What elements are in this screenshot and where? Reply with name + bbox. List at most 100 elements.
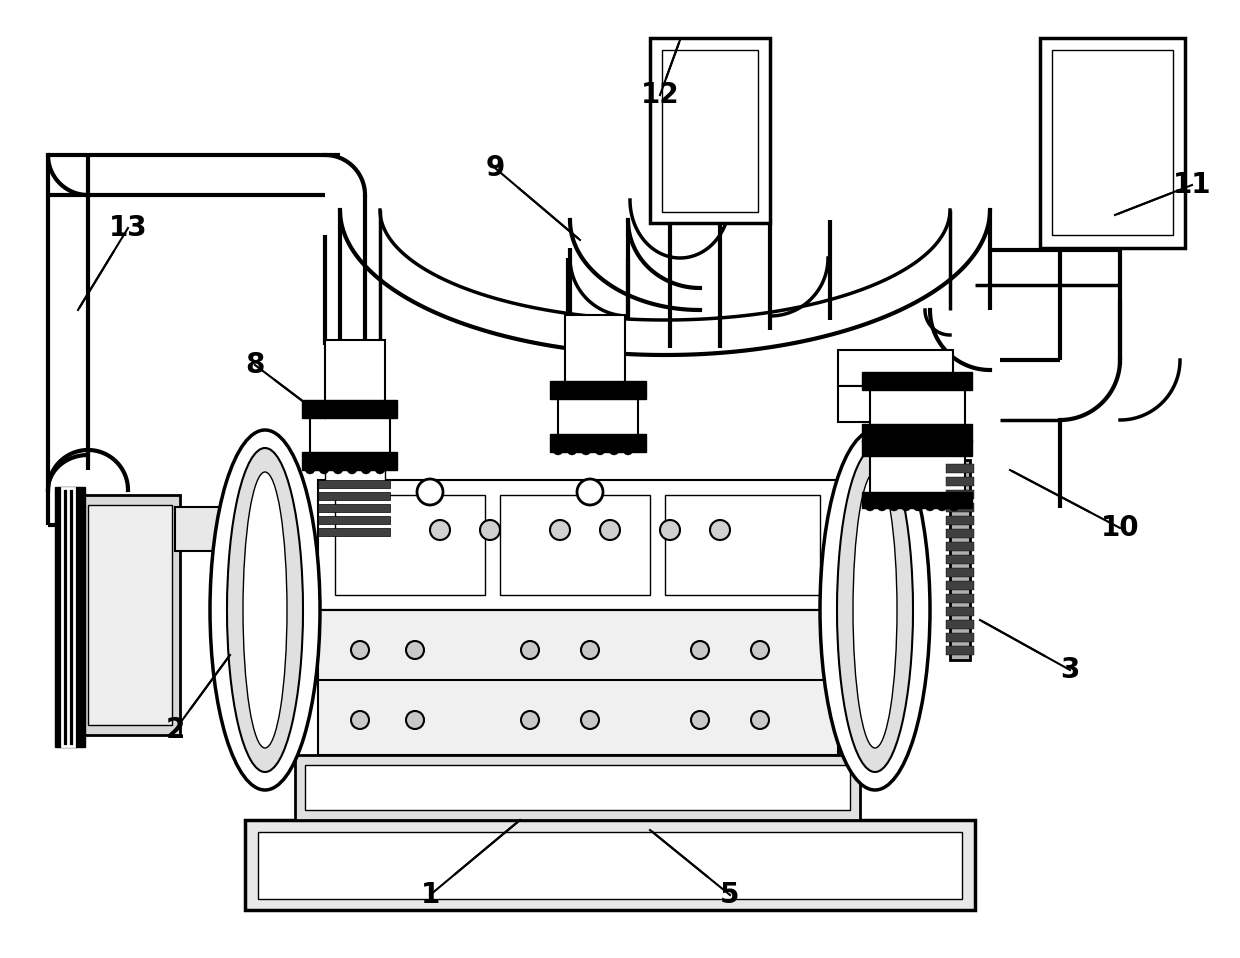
Bar [946, 581, 973, 590]
Text: 11: 11 [1173, 171, 1211, 199]
Bar [558, 390, 639, 436]
Bar [317, 528, 391, 536]
Circle shape [913, 376, 923, 386]
Bar [838, 386, 954, 422]
Circle shape [866, 501, 875, 511]
Bar [317, 480, 391, 488]
Bar [310, 408, 391, 454]
Circle shape [949, 443, 959, 453]
Circle shape [62, 714, 74, 726]
Circle shape [62, 692, 74, 704]
Bar [870, 380, 965, 426]
Bar [305, 765, 849, 810]
Circle shape [711, 520, 730, 540]
Circle shape [889, 443, 899, 453]
Bar [862, 424, 972, 442]
Circle shape [319, 464, 329, 474]
Circle shape [62, 604, 74, 616]
Circle shape [62, 582, 74, 594]
Circle shape [577, 479, 603, 505]
Circle shape [889, 376, 899, 386]
Circle shape [62, 670, 74, 682]
Circle shape [582, 641, 599, 659]
Circle shape [877, 443, 887, 453]
Circle shape [305, 464, 315, 474]
Ellipse shape [210, 430, 320, 790]
Circle shape [347, 464, 357, 474]
Circle shape [660, 520, 680, 540]
Bar [317, 480, 838, 610]
Bar [62, 488, 74, 746]
Circle shape [866, 443, 875, 453]
Circle shape [751, 641, 769, 659]
Bar [650, 38, 770, 223]
Circle shape [62, 648, 74, 660]
Circle shape [374, 464, 384, 474]
Circle shape [877, 376, 887, 386]
Circle shape [595, 445, 605, 455]
Bar [317, 504, 391, 512]
Ellipse shape [227, 448, 303, 772]
Bar [551, 434, 646, 452]
Bar [946, 607, 973, 616]
Circle shape [937, 436, 947, 446]
Bar [950, 460, 970, 660]
Circle shape [361, 404, 371, 414]
Bar [838, 350, 954, 386]
Bar [862, 372, 972, 390]
Circle shape [334, 464, 343, 474]
Circle shape [553, 385, 563, 395]
Text: 2: 2 [165, 716, 185, 744]
Bar [317, 516, 391, 524]
Circle shape [521, 711, 539, 729]
Bar [258, 832, 962, 899]
Bar [946, 594, 973, 603]
Circle shape [877, 436, 887, 446]
Circle shape [430, 520, 450, 540]
Circle shape [62, 516, 74, 528]
Circle shape [62, 560, 74, 572]
Bar [662, 50, 758, 212]
Bar [175, 507, 265, 551]
Circle shape [901, 443, 911, 453]
Bar [317, 492, 391, 500]
Bar [55, 487, 86, 747]
Bar [946, 477, 973, 486]
Circle shape [901, 501, 911, 511]
Bar [565, 315, 625, 393]
Text: 9: 9 [485, 154, 505, 182]
Bar [946, 646, 973, 655]
Bar [325, 340, 384, 410]
Text: 5: 5 [720, 881, 740, 909]
Bar [665, 495, 820, 595]
Bar [946, 529, 973, 538]
Bar [303, 452, 397, 470]
Circle shape [913, 443, 923, 453]
Circle shape [417, 479, 443, 505]
Circle shape [949, 436, 959, 446]
Ellipse shape [243, 472, 286, 748]
Circle shape [553, 445, 563, 455]
Text: 10: 10 [1101, 514, 1140, 542]
Circle shape [551, 520, 570, 540]
Bar [862, 440, 972, 456]
Circle shape [351, 711, 370, 729]
Bar [870, 448, 965, 494]
Circle shape [405, 641, 424, 659]
Circle shape [889, 436, 899, 446]
Circle shape [913, 501, 923, 511]
Circle shape [582, 445, 591, 455]
Circle shape [889, 501, 899, 511]
Circle shape [334, 404, 343, 414]
Circle shape [937, 443, 947, 453]
Bar [946, 542, 973, 551]
Circle shape [901, 376, 911, 386]
Circle shape [877, 501, 887, 511]
Circle shape [691, 711, 709, 729]
Text: 12: 12 [641, 81, 680, 109]
Circle shape [622, 385, 632, 395]
Circle shape [937, 501, 947, 511]
Circle shape [925, 436, 935, 446]
Circle shape [751, 711, 769, 729]
Circle shape [913, 436, 923, 446]
